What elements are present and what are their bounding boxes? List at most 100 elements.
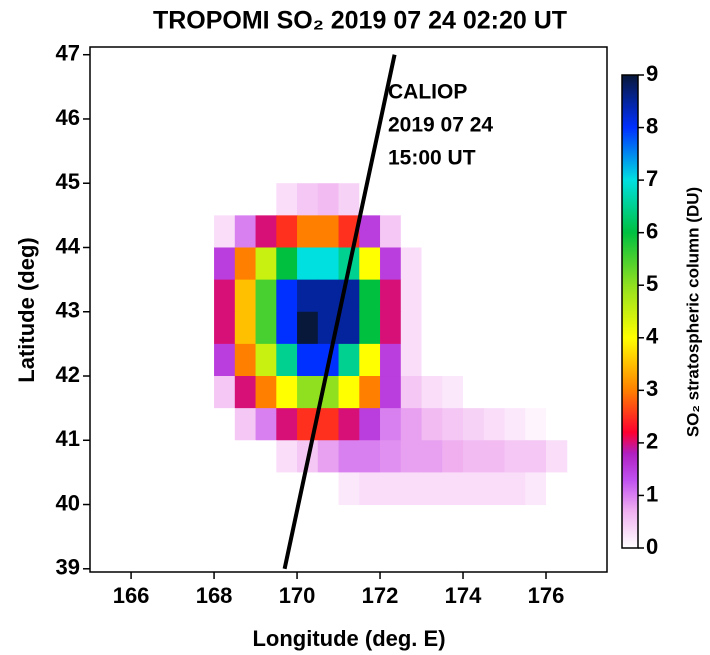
heat-cell bbox=[338, 440, 360, 473]
heat-cell bbox=[359, 279, 381, 313]
heat-cell bbox=[504, 440, 526, 473]
heat-cell bbox=[297, 343, 319, 377]
heat-cell bbox=[338, 311, 360, 345]
heat-cell bbox=[380, 183, 402, 216]
heat-cell bbox=[421, 440, 443, 473]
colorbar-label: SO₂ stratospheric column (DU) bbox=[683, 187, 702, 437]
heat-cell bbox=[234, 311, 257, 345]
heat-cell bbox=[525, 279, 547, 313]
heat-cell bbox=[255, 247, 277, 281]
heat-cell bbox=[546, 343, 568, 377]
heat-cell bbox=[442, 408, 464, 441]
heat-cell bbox=[338, 183, 360, 216]
heat-cell bbox=[214, 343, 236, 377]
heat-cell bbox=[317, 408, 340, 441]
chart-title: TROPOMI SO₂ 2019 07 24 02:20 UT bbox=[153, 7, 567, 35]
heat-cell bbox=[442, 279, 464, 313]
heat-cell bbox=[421, 215, 443, 248]
heat-cell bbox=[276, 183, 298, 216]
x-tick-label: 174 bbox=[445, 583, 482, 608]
heat-cell bbox=[234, 247, 257, 281]
heat-cell bbox=[400, 311, 423, 345]
colorbar-tick-label: 8 bbox=[646, 113, 658, 138]
heat-cell bbox=[234, 376, 257, 409]
heat-cell bbox=[255, 376, 277, 409]
y-tick-label: 41 bbox=[56, 426, 80, 451]
heat-cell bbox=[546, 311, 568, 345]
y-tick-label: 46 bbox=[56, 105, 80, 130]
heat-cell bbox=[234, 440, 257, 473]
heat-cell bbox=[525, 472, 547, 506]
heat-cell bbox=[276, 472, 298, 506]
heat-cell bbox=[234, 472, 257, 506]
heat-cell bbox=[463, 472, 485, 506]
heat-cell bbox=[214, 440, 236, 473]
heat-cell bbox=[546, 472, 568, 506]
heat-cell bbox=[214, 472, 236, 506]
heat-cell bbox=[463, 279, 485, 313]
heat-cell bbox=[234, 183, 257, 216]
y-tick-label: 39 bbox=[56, 555, 80, 580]
heat-cell bbox=[525, 343, 547, 377]
heat-cell bbox=[380, 408, 402, 441]
heat-cell bbox=[255, 472, 277, 506]
heat-cell bbox=[546, 408, 568, 441]
y-tick-label: 40 bbox=[56, 490, 80, 515]
heat-cell bbox=[442, 247, 464, 281]
heat-cell bbox=[463, 376, 485, 409]
heat-cell bbox=[276, 440, 298, 473]
heat-cell bbox=[504, 376, 526, 409]
heat-cell bbox=[317, 279, 340, 313]
plot-frame bbox=[89, 46, 608, 573]
heat-cell bbox=[400, 376, 423, 409]
heat-cell bbox=[463, 215, 485, 248]
heat-cell bbox=[380, 343, 402, 377]
heat-cell bbox=[255, 440, 277, 473]
heat-cell bbox=[297, 183, 319, 216]
heat-cell bbox=[255, 215, 277, 248]
heat-cell bbox=[234, 215, 257, 248]
heat-cell bbox=[380, 472, 402, 506]
heat-cell bbox=[214, 215, 236, 248]
heat-cell bbox=[421, 279, 443, 313]
heat-cell bbox=[442, 472, 464, 506]
heat-cell bbox=[338, 343, 360, 377]
colorbar-tick-label: 0 bbox=[646, 534, 658, 559]
heat-cell bbox=[463, 440, 485, 473]
heat-cell bbox=[276, 215, 298, 248]
heat-cell bbox=[214, 408, 236, 441]
heat-cell bbox=[483, 247, 506, 281]
heat-cell bbox=[483, 472, 506, 506]
track-label: 15:00 UT bbox=[388, 147, 476, 170]
heat-cell bbox=[400, 343, 423, 377]
heat-cell bbox=[359, 215, 381, 248]
heat-cell bbox=[317, 215, 340, 248]
heat-cell bbox=[359, 408, 381, 441]
colorbar-tick-label: 4 bbox=[646, 324, 659, 349]
heat-cell bbox=[234, 408, 257, 441]
x-tick-label: 172 bbox=[362, 583, 399, 608]
heat-cell bbox=[525, 215, 547, 248]
heat-cell bbox=[546, 183, 568, 216]
y-tick-label: 43 bbox=[56, 298, 80, 323]
heat-cell bbox=[442, 376, 464, 409]
heat-cell bbox=[421, 472, 443, 506]
heat-cell bbox=[483, 440, 506, 473]
heat-cell bbox=[483, 311, 506, 345]
heat-cell bbox=[338, 408, 360, 441]
heat-cell bbox=[463, 343, 485, 377]
heat-cell bbox=[504, 279, 526, 313]
heat-cell bbox=[297, 311, 319, 345]
heat-cell bbox=[297, 279, 319, 313]
heat-cell bbox=[359, 311, 381, 345]
heat-cell bbox=[276, 376, 298, 409]
heat-cell bbox=[276, 311, 298, 345]
heat-cell bbox=[546, 279, 568, 313]
heat-cell bbox=[400, 440, 423, 473]
colorbar-tick-label: 2 bbox=[646, 429, 658, 454]
heat-cell bbox=[380, 279, 402, 313]
heat-cell bbox=[214, 247, 236, 281]
y-axis-label: Latitude (deg) bbox=[14, 237, 39, 382]
heat-cell bbox=[504, 311, 526, 345]
heat-cell bbox=[442, 440, 464, 473]
